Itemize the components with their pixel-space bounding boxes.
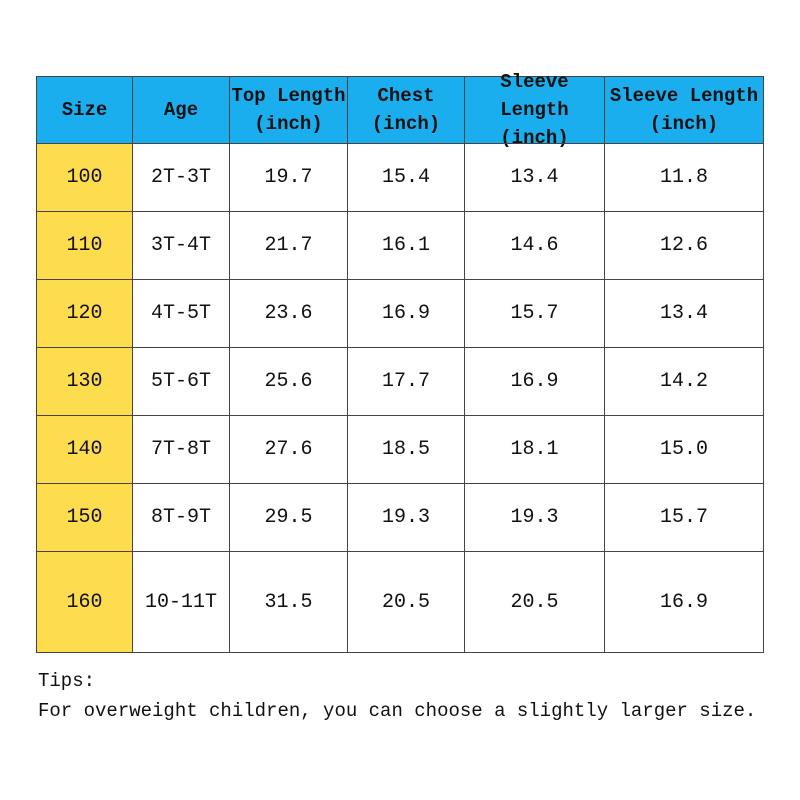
- table-cell: 3T-4T: [132, 211, 230, 280]
- header-text: (inch): [371, 113, 441, 135]
- table-cell: 20.5: [347, 551, 465, 653]
- table-cell: 8T-9T: [132, 483, 230, 552]
- table-cell: 11.8: [604, 143, 764, 212]
- table-cell: 15.7: [604, 483, 764, 552]
- table-cell: 150: [36, 483, 133, 552]
- table-cell: 23.6: [229, 279, 348, 348]
- table-cell: 16.9: [347, 279, 465, 348]
- table-cell: 13.4: [604, 279, 764, 348]
- table-cell: 15.7: [464, 279, 605, 348]
- table-cell: 10-11T: [132, 551, 230, 653]
- header-cell: Sleeve Length (inch): [464, 71, 605, 149]
- header-cell: Size: [36, 76, 133, 144]
- table-cell: 19.7: [229, 143, 348, 212]
- table-cell: 2T-3T: [132, 143, 230, 212]
- table-cell: 7T-8T: [132, 415, 230, 484]
- table-cell: 13.4: [464, 143, 605, 212]
- header-cell: Age: [132, 76, 230, 144]
- table-cell: 14.2: [604, 347, 764, 416]
- header-cell: Chest (inch): [347, 76, 465, 144]
- table-cell: 14.6: [464, 211, 605, 280]
- table-cell: 4T-5T: [132, 279, 230, 348]
- header-text: Size: [61, 99, 108, 121]
- header-cell: Sleeve Length (inch): [604, 76, 764, 144]
- table-cell: 21.7: [229, 211, 348, 280]
- table-cell: 18.1: [464, 415, 605, 484]
- table-cell: 27.6: [229, 415, 348, 484]
- table-cell: 15.0: [604, 415, 764, 484]
- header-text: (inch): [254, 113, 323, 135]
- table-cell: 18.5: [347, 415, 465, 484]
- header-text: Sleeve Length: [609, 85, 759, 107]
- table-cell: 31.5: [229, 551, 348, 653]
- table-cell: 29.5: [229, 483, 348, 552]
- header-text: Top Length: [231, 85, 346, 107]
- table-cell: 25.6: [229, 347, 348, 416]
- header-text: (inch): [649, 113, 719, 135]
- header-text: Age: [163, 99, 199, 121]
- table-cell: 120: [36, 279, 133, 348]
- table-cell: 16.9: [464, 347, 605, 416]
- table-cell: 16.1: [347, 211, 465, 280]
- table-cell: 16.9: [604, 551, 764, 653]
- table-cell: 100: [36, 143, 133, 212]
- table-cell: 15.4: [347, 143, 465, 212]
- table-cell: 110: [36, 211, 133, 280]
- table-cell: 130: [36, 347, 133, 416]
- header-text: Sleeve Length: [500, 71, 569, 121]
- table-cell: 19.3: [347, 483, 465, 552]
- header-text: Chest: [377, 85, 435, 107]
- table-cell: 5T-6T: [132, 347, 230, 416]
- table-cell: 17.7: [347, 347, 465, 416]
- table-cell: 140: [36, 415, 133, 484]
- table-cell: 12.6: [604, 211, 764, 280]
- tips-title: Tips:: [38, 670, 96, 692]
- table-cell: 160: [36, 551, 133, 653]
- table-cell: 19.3: [464, 483, 605, 552]
- header-cell: Top Length (inch): [229, 76, 348, 144]
- tips-text: For overweight children, you can choose …: [38, 700, 757, 722]
- table-cell: 20.5: [464, 551, 605, 653]
